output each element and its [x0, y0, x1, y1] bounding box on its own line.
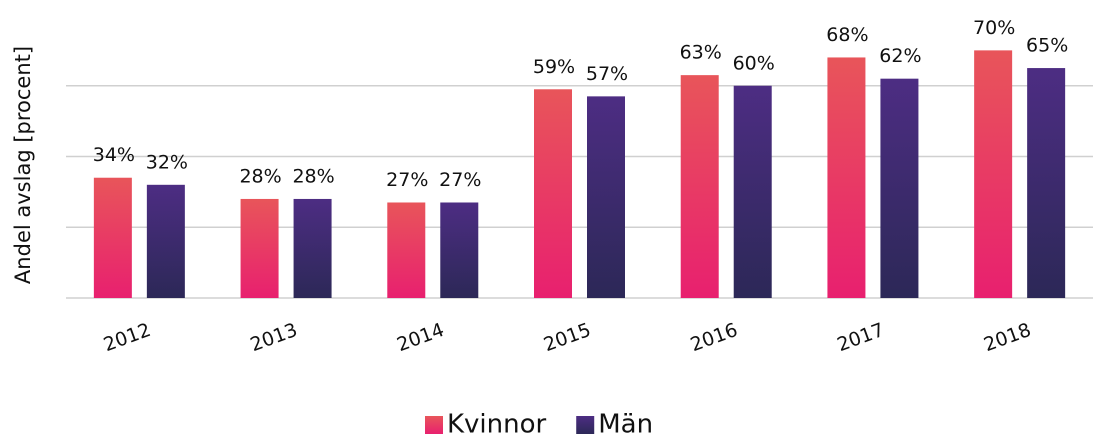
data-label: 32% — [146, 151, 188, 173]
bar — [240, 198, 279, 298]
bar — [387, 202, 426, 298]
data-label: 28% — [292, 165, 334, 187]
data-label: 68% — [826, 24, 868, 46]
bar — [587, 96, 625, 298]
bar — [827, 57, 866, 299]
bar — [440, 202, 479, 298]
data-label: 28% — [239, 165, 281, 187]
bar — [1027, 68, 1066, 298]
x-tick-label: 2015 — [541, 319, 594, 356]
data-label: 57% — [586, 63, 628, 85]
x-tick-label: 2014 — [394, 319, 447, 356]
data-label: 27% — [439, 169, 481, 191]
data-label: 70% — [973, 17, 1015, 39]
data-label: 63% — [680, 42, 722, 64]
legend-swatch — [576, 416, 595, 434]
x-tick-label: 2018 — [981, 319, 1034, 356]
x-tick-label: 2012 — [101, 319, 154, 356]
y-axis-label: Andel avslag [procent] — [11, 46, 35, 284]
bar — [146, 184, 185, 298]
legend-swatch — [425, 416, 443, 434]
x-tick-label: 2013 — [247, 319, 300, 356]
bar — [293, 198, 332, 298]
x-tick-label: 2016 — [688, 319, 741, 356]
data-label: 34% — [93, 144, 135, 166]
bar — [534, 89, 572, 298]
legend-label: Kvinnor — [447, 410, 547, 435]
bar — [680, 75, 719, 298]
bar — [880, 78, 919, 298]
data-label: 62% — [879, 45, 921, 67]
legend-label: Män — [598, 410, 653, 435]
bar — [733, 85, 772, 298]
x-tick-label: 2017 — [834, 319, 887, 356]
data-label: 59% — [533, 56, 575, 78]
bar — [974, 50, 1013, 298]
bar — [93, 177, 132, 298]
data-label: 27% — [386, 169, 428, 191]
data-label: 65% — [1026, 35, 1068, 57]
data-label: 60% — [733, 52, 775, 74]
